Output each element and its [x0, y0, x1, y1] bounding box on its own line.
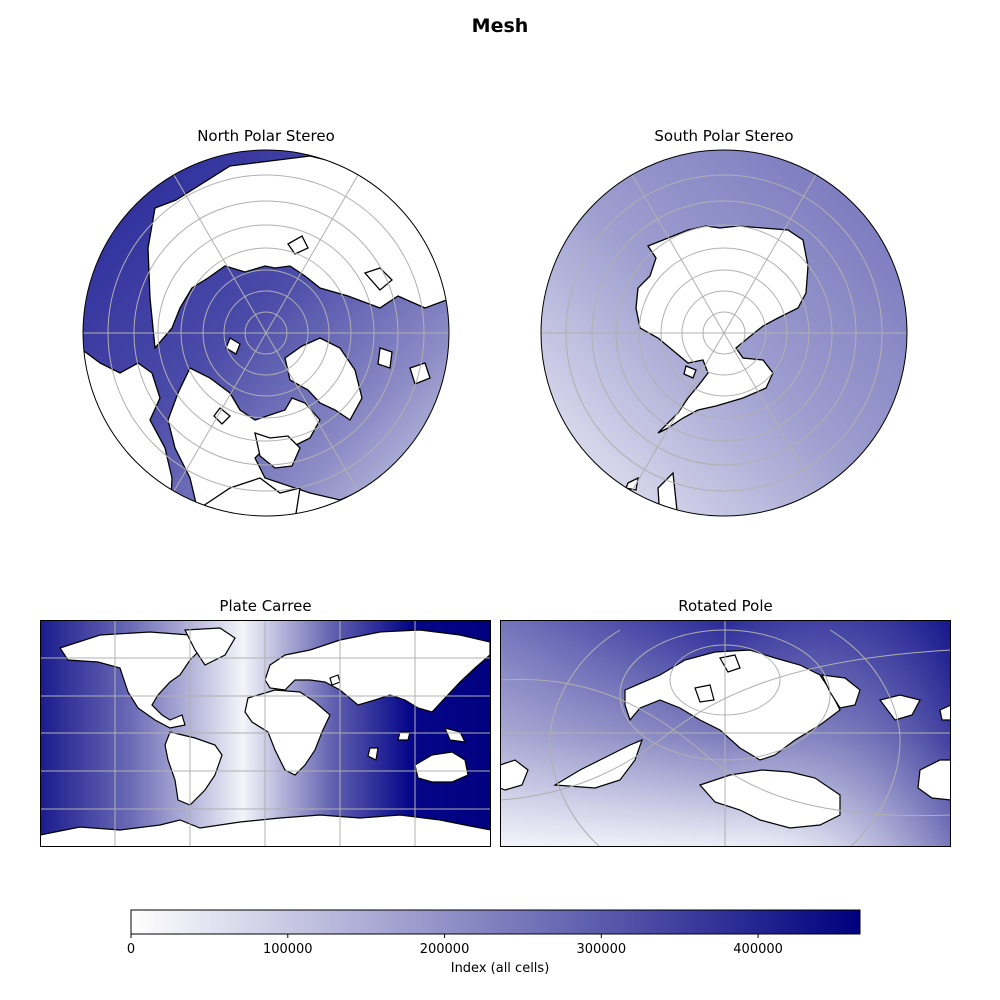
graticule [500, 620, 951, 847]
colorbar-tick-label: 400000 [733, 942, 783, 957]
map-north-polar-stereo[interactable] [80, 148, 452, 520]
colorbar-label: Index (all cells) [450, 961, 550, 976]
map-boundary [540, 149, 908, 517]
colorbar [130, 909, 861, 938]
figure-title: Mesh [471, 15, 529, 37]
map-boundary [82, 149, 450, 517]
panel-title-plate-carree: Plate Carree [219, 597, 312, 615]
map-rotated-pole[interactable] [500, 620, 951, 847]
colorbar-tick-label: 0 [126, 942, 136, 957]
colorbar-tick-label: 100000 [262, 942, 313, 957]
graticule [541, 174, 907, 492]
colorbar-tick-label: 300000 [576, 942, 627, 957]
colorbar-ticks [130, 934, 759, 938]
graticule [40, 620, 491, 847]
map-plate-carree[interactable] [40, 620, 491, 847]
panel-title-rotated-pole: Rotated Pole [678, 597, 773, 615]
map-frame [500, 620, 951, 847]
land-masses [83, 155, 449, 516]
map-frame [40, 620, 491, 847]
panel-title-north-polar: North Polar Stereo [197, 127, 335, 145]
panel-title-south-polar: South Polar Stereo [654, 127, 794, 145]
map-south-polar-stereo[interactable] [538, 148, 910, 520]
colorbar-tick-label: 200000 [419, 942, 470, 957]
graticule [83, 174, 449, 492]
colorbar-gradient [130, 909, 861, 935]
